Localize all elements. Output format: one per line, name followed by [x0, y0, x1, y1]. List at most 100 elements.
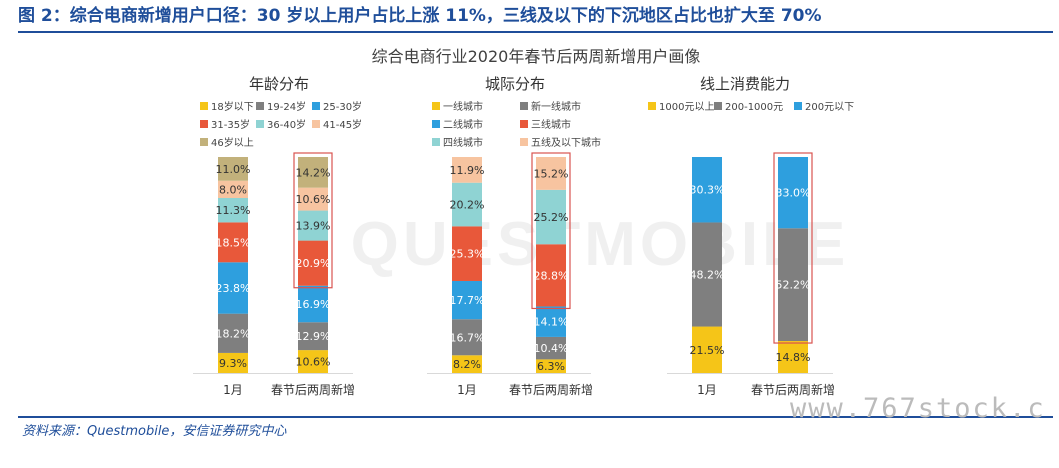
- bar-segment: [452, 157, 482, 183]
- data-label: 14.8%: [776, 351, 811, 364]
- highlight-box: [531, 152, 571, 310]
- site-watermark: www.767stock.c: [790, 393, 1046, 424]
- data-label: 11.3%: [216, 204, 251, 217]
- panel-1: 年龄分布 18岁以下 19-24岁 25-30岁 31-35岁 36-40岁 41-45岁 4…: [193, 75, 362, 397]
- data-label: 13.9%: [296, 220, 331, 233]
- legend-swatch: [200, 120, 208, 128]
- bar-segment: [298, 240, 328, 286]
- category-label: 春节后两周新增: [271, 382, 355, 397]
- data-label: 21.5%: [690, 344, 725, 357]
- legend-swatch: [648, 102, 656, 110]
- bar-segment: [692, 222, 722, 327]
- category-label: 春节后两周新增: [751, 382, 835, 397]
- data-label: 16.9%: [296, 298, 331, 311]
- bar-segment: [452, 355, 482, 373]
- bar-segment: [218, 222, 248, 263]
- bar-segment: [778, 228, 808, 342]
- data-label: 33.0%: [776, 187, 811, 200]
- legend-swatch: [432, 138, 440, 146]
- bar-segment: [298, 322, 328, 351]
- bar-segment: [298, 187, 328, 211]
- legend-swatch: [714, 102, 722, 110]
- highlight-box: [773, 152, 813, 344]
- bar-segment: [298, 210, 328, 241]
- legend-label: 三线城市: [531, 118, 571, 131]
- bar-segment: [536, 189, 566, 245]
- legend-swatch: [520, 120, 528, 128]
- data-label: 10.6%: [296, 356, 331, 369]
- data-label: 10.6%: [296, 193, 331, 206]
- legend-label: 25-30岁: [323, 100, 362, 113]
- legend-label: 二线城市: [443, 118, 483, 131]
- panel-title: 线上消费能力: [700, 75, 790, 93]
- legend-label: 36-40岁: [267, 118, 306, 131]
- legend-swatch: [256, 120, 264, 128]
- bar-segment: [692, 326, 722, 373]
- data-label: 28.8%: [534, 269, 569, 282]
- legend-label: 46岁以上: [211, 136, 254, 149]
- legend-swatch: [520, 138, 528, 146]
- panel-title: 城际分布: [485, 75, 545, 93]
- legend-swatch: [432, 102, 440, 110]
- bar-segment: [778, 157, 808, 229]
- bar-segment: [218, 197, 248, 223]
- legend-label: 200元以下: [805, 102, 854, 113]
- data-label: 15.2%: [534, 167, 569, 180]
- bar-segment: [452, 226, 482, 281]
- bar-segment: [536, 157, 566, 190]
- bar-segment: [452, 319, 482, 356]
- chart-panels: 年龄分布 18岁以下 19-24岁 25-30岁 31-35岁 36-40岁 41-45岁 4…: [193, 75, 854, 397]
- legend-label: 1000元以上: [659, 101, 714, 113]
- bar-segment: [536, 244, 566, 307]
- legend-label: 新一线城市: [531, 100, 581, 113]
- data-label: 20.9%: [296, 257, 331, 270]
- data-label: 17.7%: [450, 294, 485, 307]
- legend-label: 41-45岁: [323, 118, 362, 131]
- highlight-box: [293, 152, 333, 289]
- bar-segment: [218, 262, 248, 314]
- bar-segment: [218, 157, 248, 181]
- legend-label: 19-24岁: [267, 100, 306, 113]
- bar-segment: [692, 157, 722, 223]
- category-label: 1月: [457, 383, 477, 397]
- category-label: 1月: [223, 383, 243, 397]
- bar-segment: [218, 352, 248, 373]
- data-label: 11.9%: [450, 164, 485, 177]
- panel-title: 年龄分布: [249, 75, 309, 93]
- bar-segment: [778, 341, 808, 373]
- panel-3: 线上消费能力 1000元以上 200-1000元 200元以下 21.5% 48.2% 30…: [648, 75, 854, 397]
- data-label: 52.2%: [776, 279, 811, 292]
- legend-label: 四线城市: [443, 136, 483, 149]
- data-label: 30.3%: [690, 184, 725, 197]
- data-label: 18.5%: [216, 236, 251, 249]
- data-label: 12.9%: [296, 330, 331, 343]
- legend-label: 一线城市: [443, 100, 483, 113]
- data-label: 14.1%: [534, 316, 569, 329]
- legend-swatch: [200, 138, 208, 146]
- data-label: 16.7%: [450, 331, 485, 344]
- category-label: 1月: [697, 383, 717, 397]
- bar-segment: [452, 182, 482, 227]
- legend-label: 31-35岁: [211, 118, 250, 131]
- data-label: 25.3%: [450, 248, 485, 261]
- bar-segment: [536, 336, 566, 360]
- data-label: 6.3%: [537, 360, 565, 373]
- data-label: 10.4%: [534, 342, 569, 355]
- bar-segment: [452, 280, 482, 320]
- data-label: 20.2%: [450, 199, 485, 212]
- data-label: 18.2%: [216, 327, 251, 340]
- footer-rule: [18, 416, 1053, 418]
- brand-watermark: QUESTMOBILE: [351, 210, 850, 279]
- source-note: 资料来源：Questmobile，安信证券研究中心: [22, 424, 287, 439]
- data-label: 8.0%: [219, 183, 247, 196]
- legend-swatch: [200, 102, 208, 110]
- bar-segment: [298, 285, 328, 323]
- data-label: 8.2%: [453, 358, 481, 371]
- legend-swatch: [256, 102, 264, 110]
- bar-segment: [218, 180, 248, 198]
- data-label: 48.2%: [690, 269, 725, 282]
- data-label: 25.2%: [534, 211, 569, 224]
- bar-segment: [536, 359, 566, 373]
